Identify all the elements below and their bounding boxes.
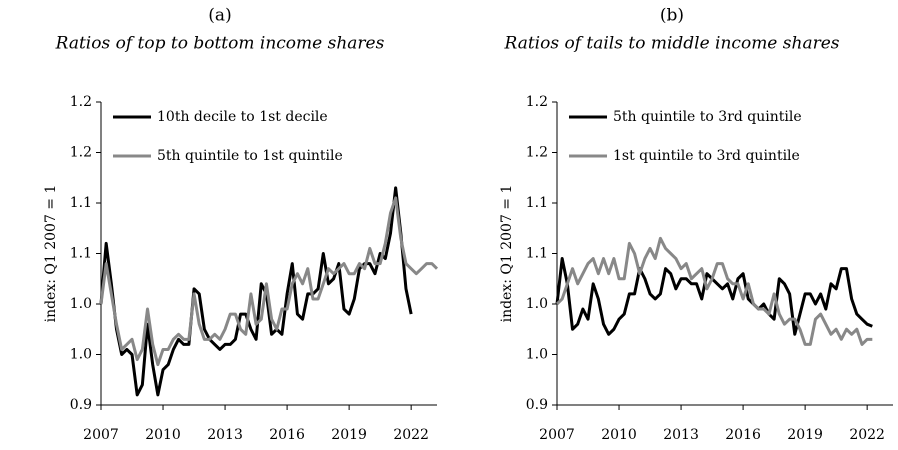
y-tick-label: 1.1: [70, 195, 92, 211]
legend-label: 5th quintile to 1st quintile: [157, 148, 343, 164]
y-tick-label: 1.1: [70, 246, 92, 262]
series-line: [555, 257, 873, 336]
x-tick-label: 2016: [269, 427, 305, 443]
x-tick-label: 2022: [849, 427, 885, 443]
panel-title: (a): [208, 6, 231, 26]
y-tick-label: 1.0: [526, 347, 548, 363]
x-tick-label: 2010: [145, 427, 181, 443]
y-tick-label: 1.2: [526, 94, 548, 110]
x-tick-label: 2007: [83, 427, 119, 443]
x-tick-label: 2019: [331, 427, 367, 443]
legend-label: 10th decile to 1st decile: [157, 109, 328, 125]
y-tick-label: 1.2: [70, 94, 92, 110]
x-tick-label: 2019: [787, 427, 823, 443]
y-tick-label: 1.1: [526, 246, 548, 262]
y-tick-label: 1.2: [526, 145, 548, 161]
series-line: [555, 236, 873, 346]
series-line: [99, 186, 413, 397]
y-tick-label: 1.0: [70, 296, 92, 312]
y-tick-label: 0.9: [70, 397, 92, 413]
panel-subtitle: Ratios of tails to middle income shares: [504, 34, 840, 54]
y-tick-label: 1.2: [70, 145, 92, 161]
panel-title: (b): [660, 6, 684, 26]
series-line: [99, 196, 439, 367]
x-tick-label: 2013: [663, 427, 699, 443]
panel-subtitle: Ratios of top to bottom income shares: [55, 34, 385, 54]
x-tick-label: 2022: [393, 427, 429, 443]
y-tick-label: 0.9: [526, 397, 548, 413]
x-tick-label: 2016: [725, 427, 761, 443]
legend-label: 1st quintile to 3rd quintile: [613, 148, 800, 164]
legend-label: 5th quintile to 3rd quintile: [613, 109, 802, 125]
y-tick-label: 1.0: [526, 296, 548, 312]
x-tick-label: 2007: [539, 427, 575, 443]
y-axis-label: index: Q1 2007 = 1: [43, 185, 59, 323]
y-tick-label: 1.0: [70, 347, 92, 363]
y-axis-label: index: Q1 2007 = 1: [499, 185, 515, 323]
x-tick-label: 2013: [207, 427, 243, 443]
x-tick-label: 2010: [601, 427, 637, 443]
y-tick-label: 1.1: [526, 195, 548, 211]
